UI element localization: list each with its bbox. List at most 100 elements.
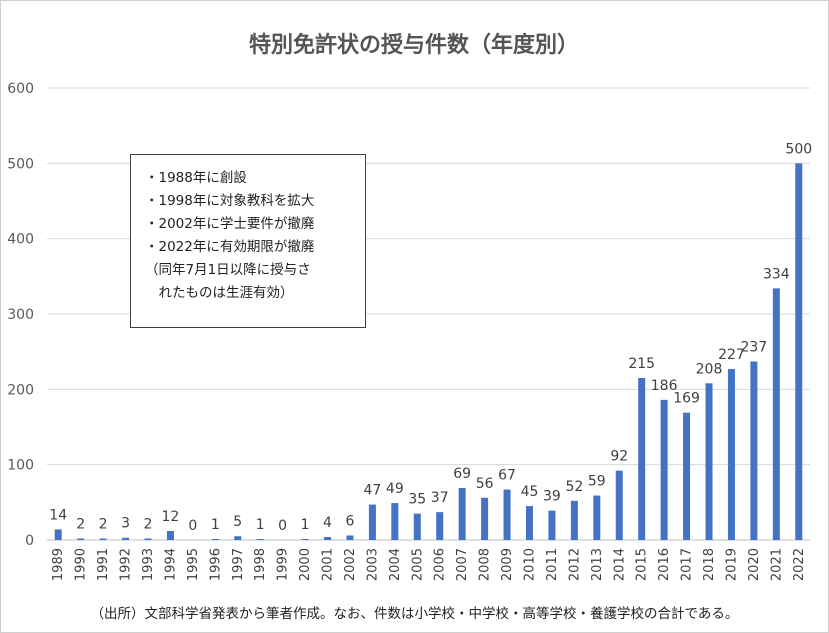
data-label-1991: 2	[99, 516, 108, 532]
x-tick-label-1999: 1999	[276, 548, 291, 581]
x-tick-label-2003: 2003	[365, 548, 380, 581]
x-tick-label-2005: 2005	[410, 548, 425, 581]
x-tick-label-2021: 2021	[769, 548, 784, 581]
note-line-5: （同年7月1日以降に授与さ	[145, 262, 311, 278]
data-label-1998: 1	[256, 517, 265, 533]
x-tick-label-1997: 1997	[231, 548, 246, 581]
bar-2004	[391, 503, 399, 540]
bar-2020	[750, 361, 758, 540]
x-tick-label-2004: 2004	[388, 548, 403, 581]
data-label-2009: 67	[498, 468, 516, 484]
x-tick-label-2007: 2007	[455, 548, 470, 581]
bar-1989	[54, 529, 62, 540]
data-label-1997: 5	[233, 514, 242, 530]
data-label-2015: 215	[628, 356, 655, 372]
y-axis-ticks: 0 100 200 300 400 500 600	[7, 81, 34, 549]
data-label-2002: 6	[345, 513, 354, 529]
data-label-2000: 1	[301, 517, 310, 533]
data-label-2022: 500	[785, 141, 812, 157]
data-label-1992: 3	[121, 516, 130, 532]
y-tick-label: 500	[7, 156, 34, 172]
bar-1990	[77, 538, 85, 540]
x-tick-label-1993: 1993	[141, 548, 156, 581]
data-label-1990: 2	[76, 516, 85, 532]
y-tick-label: 0	[25, 533, 34, 549]
data-label-2008: 56	[476, 476, 494, 492]
x-tick-label-1996: 1996	[208, 548, 223, 581]
x-tick-label-2016: 2016	[657, 548, 672, 581]
note-line-2: ・1998年に対象教科を拡大	[145, 193, 315, 209]
data-label-1989: 14	[49, 507, 67, 523]
bar-2000	[301, 539, 309, 540]
x-tick-label-2011: 2011	[545, 548, 560, 581]
note-line-1: ・1988年に創設	[145, 170, 247, 186]
data-label-2003: 47	[363, 483, 381, 499]
bar-2007	[458, 488, 466, 540]
note-line-3: ・2002年に学士要件が撤廃	[145, 216, 315, 232]
data-label-2011: 39	[543, 489, 561, 505]
bar-1996	[211, 539, 219, 540]
x-tick-label-1998: 1998	[253, 548, 268, 581]
data-label-1996: 1	[211, 517, 220, 533]
x-tick-label-1995: 1995	[186, 548, 201, 581]
annotation-box: ・1988年に創設 ・1998年に対象教科を拡大 ・2002年に学士要件が撤廃 …	[130, 154, 366, 328]
data-label-2018: 208	[696, 361, 723, 377]
bar-2022	[795, 163, 803, 541]
x-tick-label-2015: 2015	[635, 548, 650, 581]
bar-2021	[772, 288, 780, 540]
x-tick-label-1992: 1992	[119, 548, 134, 581]
bar-2006	[436, 512, 444, 540]
x-tick-label-2018: 2018	[702, 548, 717, 581]
bars	[54, 163, 803, 541]
bar-1994	[166, 530, 174, 540]
x-tick-label-2002: 2002	[343, 548, 358, 581]
data-label-2014: 92	[610, 449, 628, 465]
bar-1991	[99, 538, 107, 540]
x-axis-ticks: 1989 1990 1991 1992 1993 1994 1995 1996 1997 1998…	[51, 548, 807, 581]
data-label-1993: 2	[144, 516, 153, 532]
y-tick-label: 400	[7, 232, 34, 248]
bar-2014	[615, 470, 623, 540]
bar-2011	[548, 510, 556, 540]
data-label-2017: 169	[673, 391, 700, 407]
bar-2009	[503, 489, 511, 540]
x-tick-label-2001: 2001	[321, 548, 336, 581]
data-label-1995: 0	[188, 518, 197, 534]
x-tick-label-1990: 1990	[74, 548, 89, 581]
x-tick-label-2009: 2009	[500, 548, 515, 581]
y-tick-label: 600	[7, 81, 34, 97]
data-label-2020: 237	[741, 339, 768, 355]
bar-2001	[324, 536, 332, 540]
data-label-2005: 35	[408, 492, 426, 508]
data-label-2019: 227	[718, 347, 745, 363]
bar-2013	[593, 495, 601, 540]
data-label-1994: 12	[162, 509, 180, 525]
x-tick-label-2006: 2006	[433, 548, 448, 581]
x-tick-label-2013: 2013	[590, 548, 605, 581]
x-tick-label-2020: 2020	[747, 548, 762, 581]
bar-1993	[144, 538, 152, 540]
data-label-2013: 59	[588, 474, 606, 490]
data-label-2010: 45	[521, 484, 539, 500]
bar-2012	[570, 500, 578, 540]
data-label-2012: 52	[565, 479, 583, 495]
bar-2005	[413, 513, 421, 540]
x-tick-label-2012: 2012	[567, 548, 582, 581]
x-tick-label-1991: 1991	[96, 548, 111, 581]
x-tick-label-1994: 1994	[163, 548, 178, 581]
bar-2008	[481, 497, 489, 540]
y-tick-label: 200	[7, 382, 34, 398]
note-line-4: ・2022年に有効期限が撤廃	[145, 239, 315, 255]
y-tick-label: 100	[7, 458, 34, 474]
bar-2016	[660, 399, 668, 540]
bar-2003	[368, 504, 376, 540]
x-tick-label-2008: 2008	[478, 548, 493, 581]
x-tick-label-2000: 2000	[298, 548, 313, 581]
data-label-2016: 186	[651, 378, 678, 394]
bar-1997	[234, 536, 242, 540]
x-tick-label-2022: 2022	[792, 548, 807, 581]
data-label-1999: 0	[278, 518, 287, 534]
data-label-2006: 37	[431, 490, 449, 506]
